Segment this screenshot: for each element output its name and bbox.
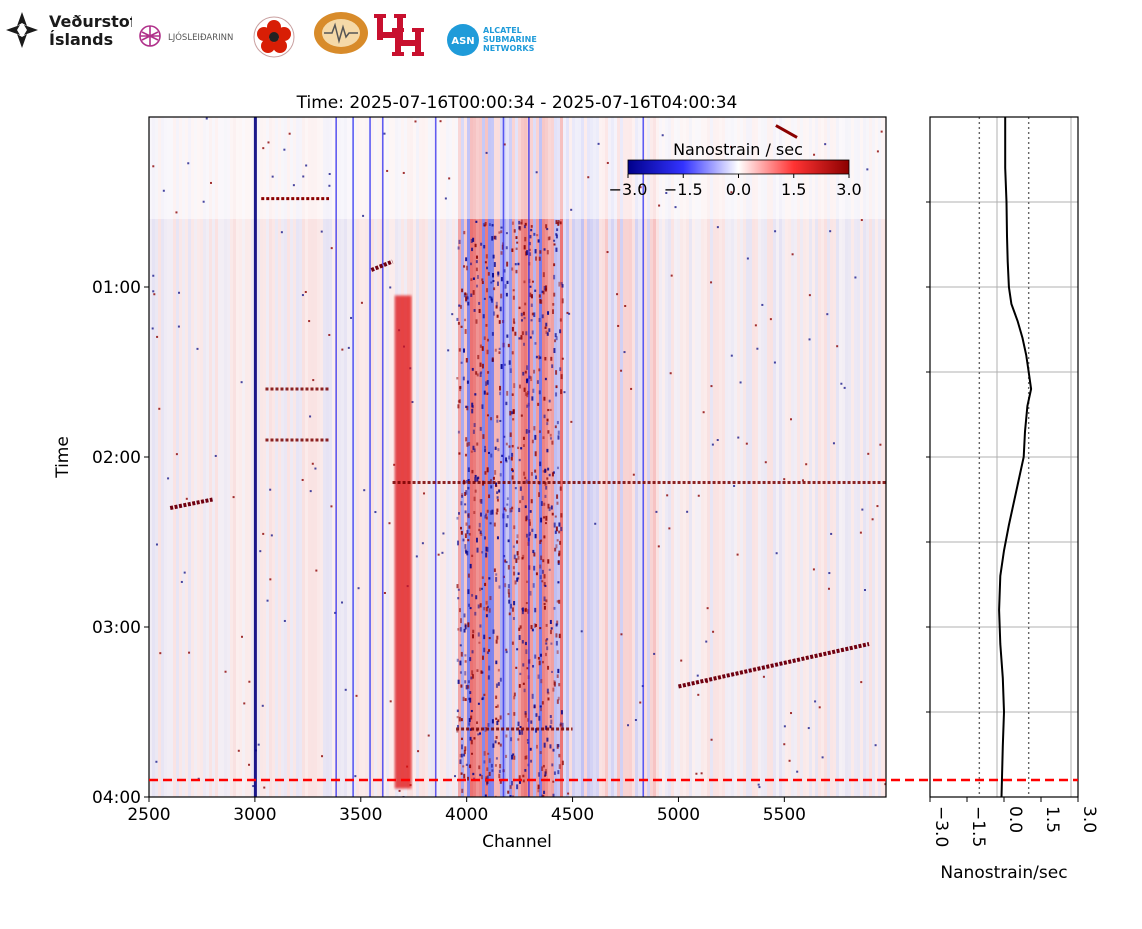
chart-title: Time: 2025-07-16T00:00:34 - 2025-07-16T0…: [296, 93, 738, 113]
side-x-tick-label: −1.5: [968, 806, 988, 847]
side-chart-grid: [926, 117, 1078, 797]
blue-column: [502, 117, 505, 797]
heatmap-x-axis: 2500 3000 3500 4000 4500 5000 5500: [127, 797, 806, 825]
colorbar-tick-label: 3.0: [836, 180, 861, 199]
heatmap-events: [169, 117, 886, 797]
blue-column: [335, 117, 337, 797]
y-tick-label: 02:00: [92, 448, 141, 468]
ljosleidarinn-mark-icon: [139, 25, 161, 47]
x-tick-label: 4500: [551, 805, 594, 825]
blue-column: [253, 117, 257, 797]
colorbar-gradient: [627, 159, 850, 175]
alcatel-line2: SUBMARINE: [483, 35, 537, 44]
side-x-tick-label: 0.0: [1005, 806, 1025, 833]
blue-column: [369, 117, 371, 797]
blue-column: [642, 117, 645, 797]
side-x-tick-label: 1.5: [1042, 806, 1062, 833]
heatmap-y-axis: 01:00 02:00 03:00 04:00: [92, 278, 149, 808]
ljosleidarinn-name: LJÓSLEIÐARINN: [168, 31, 233, 43]
y-tick-label: 04:00: [92, 788, 141, 808]
university-seal-icon: [253, 16, 295, 58]
diagonal-event: [678, 642, 870, 689]
y-tick-label: 01:00: [92, 278, 141, 298]
seismology-lab-logo: [314, 12, 368, 54]
side-profile-chart: −3.0 −1.5 0.0 1.5 3.0 Nanostrain/sec: [926, 116, 1099, 883]
university-houston-logo: [374, 14, 424, 56]
side-x-tick-label: −3.0: [931, 806, 951, 847]
colorbar-tick-label: 0.0: [726, 180, 751, 199]
x-tick-label: 3500: [339, 805, 382, 825]
diagonal-event: [775, 124, 798, 139]
x-tick-label: 3000: [233, 805, 276, 825]
x-tick-label: 4000: [445, 805, 488, 825]
side-chart-x-axis: −3.0 −1.5 0.0 1.5 3.0: [929, 797, 1099, 847]
colorbar-tick-label: 1.5: [781, 180, 806, 199]
alcatel-line3: NETWORKS: [483, 44, 535, 53]
logo-strip: Veðurstofa Íslands LJÓSLEIÐARINN: [0, 0, 560, 64]
ljosleidarinn-logo: LJÓSLEIÐARINN: [139, 25, 233, 47]
alcatel-submarine-logo: ASN ALCATEL SUBMARINE NETWORKS: [447, 24, 537, 56]
diagonal-event: [370, 259, 394, 272]
diagonal-event: [169, 497, 213, 510]
alcatel-abbrev: ASN: [451, 36, 474, 47]
red-band: [394, 295, 412, 789]
colorbar: Nanostrain / sec −3.0 −1.5 0.0 1.5 3.0: [609, 140, 862, 199]
x-tick-label: 5000: [657, 805, 700, 825]
y-tick-label: 03:00: [92, 618, 141, 638]
x-tick-label: 5500: [763, 805, 806, 825]
heatmap-x-label: Channel: [482, 832, 552, 852]
vedurstofa-name-line1: Veðurstofa: [49, 12, 132, 31]
colorbar-tick-label: −3.0: [609, 180, 648, 199]
blue-column: [434, 117, 437, 797]
side-series-line: [998, 117, 1033, 798]
heatmap-texture: [149, 117, 886, 797]
alcatel-line1: ALCATEL: [483, 26, 522, 35]
vedurstofa-mark-icon: [6, 12, 38, 48]
colorbar-tick-label: −1.5: [664, 180, 703, 199]
blue-column: [352, 117, 354, 797]
heatmap-y-label: Time: [53, 436, 73, 479]
colorbar-label: Nanostrain / sec: [673, 140, 803, 159]
x-tick-label: 2500: [127, 805, 170, 825]
side-x-tick-label: 3.0: [1079, 806, 1099, 833]
heatmap-background: [149, 117, 886, 797]
blue-column: [528, 117, 530, 797]
side-chart-x-label: Nanostrain/sec: [940, 863, 1067, 883]
blue-column: [381, 117, 384, 797]
vedurstofa-logo: Veðurstofa Íslands: [6, 12, 132, 49]
vedurstofa-name-line2: Íslands: [49, 30, 113, 49]
